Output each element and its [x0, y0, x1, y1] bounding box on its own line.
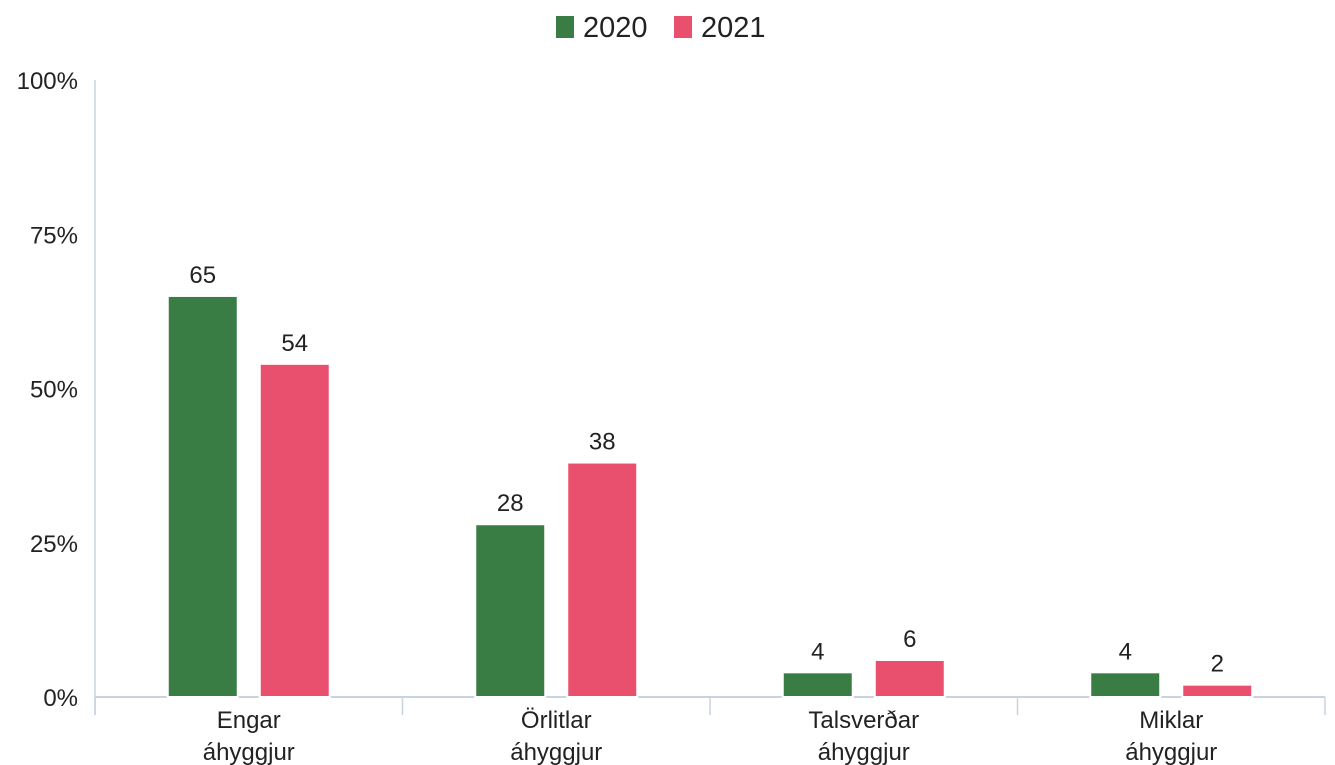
data-label-2021: 2 [1211, 651, 1224, 678]
bar-2021 [873, 658, 946, 698]
data-label-2021: 6 [903, 626, 916, 653]
legend-label-2021: 2021 [701, 12, 766, 44]
x-axis: Engar áhyggjur Örlitlar áhyggjur Talsverðar á… [94, 696, 1326, 765]
x-tick-label: Örlitlar áhyggjur [510, 707, 602, 765]
y-tick-label: 50% [30, 377, 78, 404]
bar-2020 [1089, 671, 1162, 699]
legend-label-2020: 2020 [583, 12, 648, 44]
bar-2020 [781, 671, 854, 699]
data-label-2021: 38 [589, 429, 616, 456]
y-tick-label: 75% [30, 222, 78, 249]
data-label-2020: 28 [497, 490, 524, 517]
y-tick-label: 25% [30, 531, 78, 558]
x-tick-label: Talsverðar áhyggjur [808, 707, 919, 765]
x-tick-label: Engar áhyggjur [203, 707, 295, 765]
y-axis: 0% 25% 50% 75% 100% [17, 68, 96, 715]
x-tick-label: Miklar áhyggjur [1125, 707, 1217, 765]
bars [166, 294, 1254, 699]
data-label-2020: 4 [811, 638, 824, 665]
bar-2020 [474, 523, 547, 698]
y-tick-label: 100% [17, 68, 78, 95]
legend-swatch-2020 [556, 16, 574, 38]
legend: 2020 2021 [556, 12, 766, 44]
data-label-2021: 54 [281, 330, 308, 357]
data-label-2020: 4 [1119, 638, 1132, 665]
y-tick-label: 0% [43, 685, 78, 712]
data-labels: 65 54 28 38 4 6 4 2 [189, 262, 1224, 678]
bar-2021 [1181, 683, 1254, 698]
bar-2021 [258, 362, 331, 698]
legend-swatch-2021 [674, 16, 692, 38]
bar-2021 [566, 461, 639, 699]
data-label-2020: 65 [189, 262, 216, 289]
bar-2020 [166, 294, 239, 698]
